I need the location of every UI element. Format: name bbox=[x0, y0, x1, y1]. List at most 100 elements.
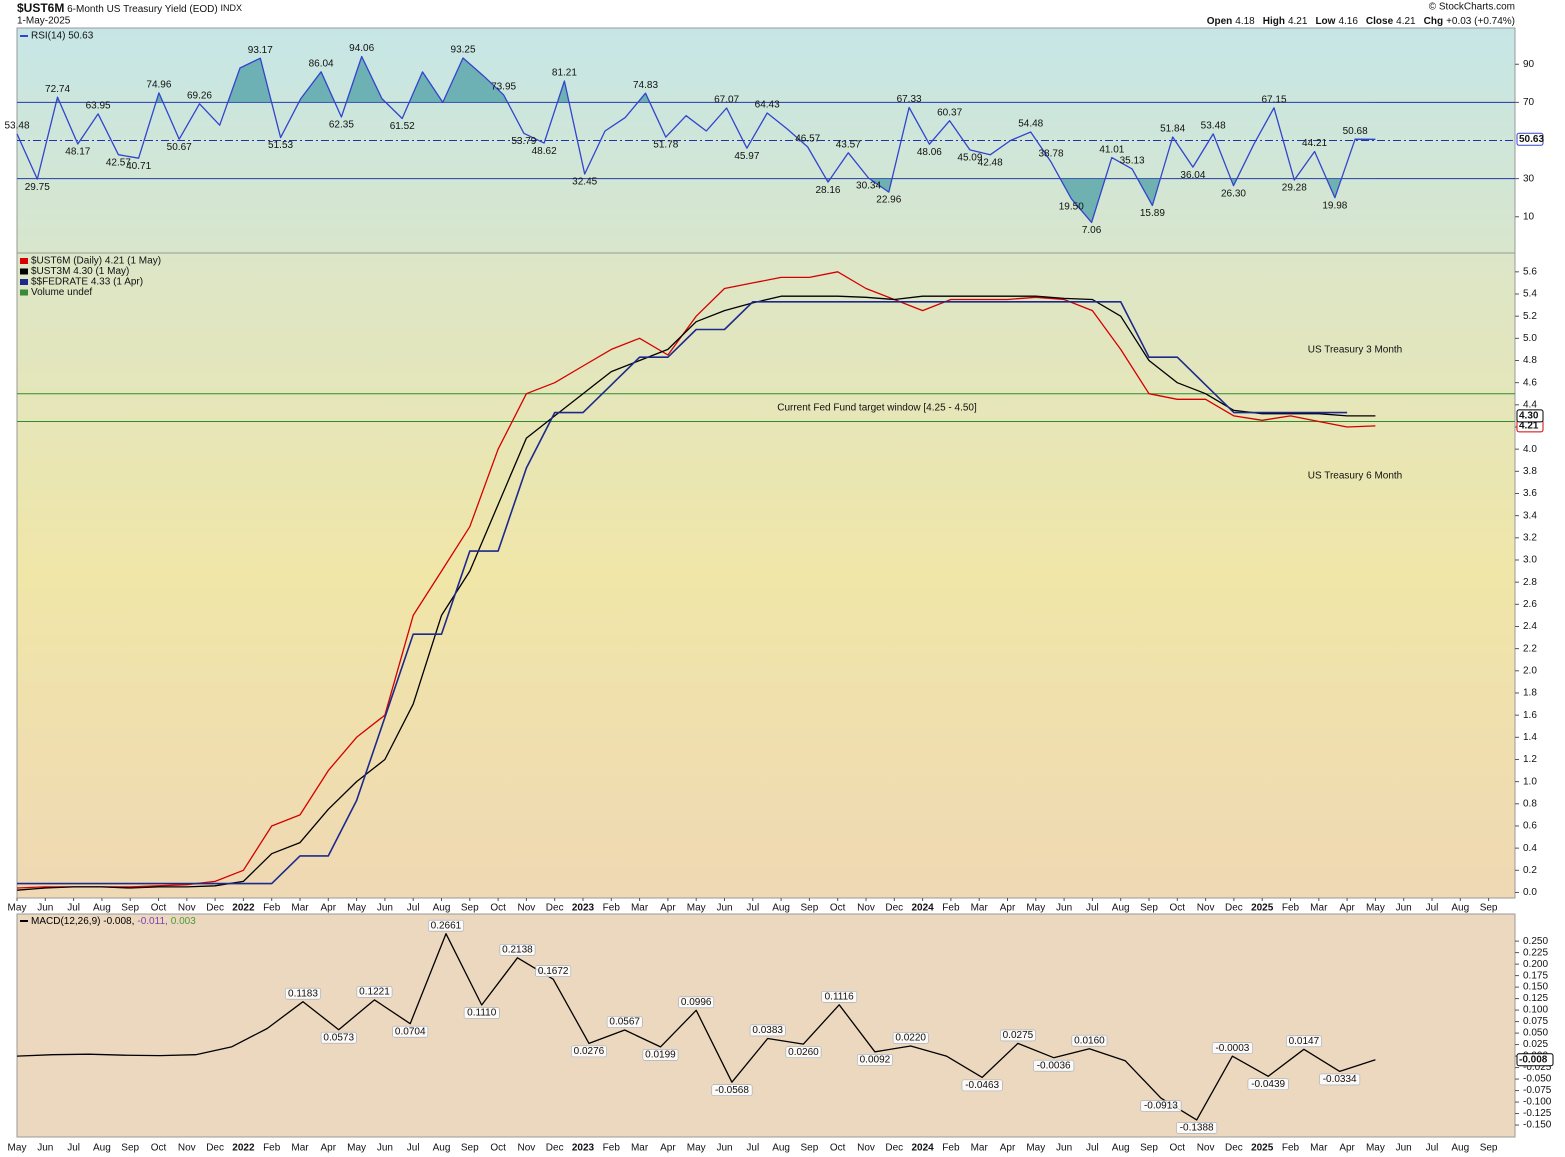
value-label-box bbox=[1211, 1042, 1253, 1055]
value-label-box bbox=[749, 1024, 786, 1037]
x-tick-label: Nov bbox=[1197, 1143, 1215, 1154]
y-tick-label: 5.2 bbox=[1523, 311, 1537, 322]
value-label: 19.50 bbox=[1059, 201, 1084, 212]
value-label: -0.0463 bbox=[965, 1080, 999, 1091]
value-label: 51.53 bbox=[268, 140, 293, 151]
legend-marker bbox=[20, 289, 28, 296]
y-tick-label: 0.4 bbox=[1523, 843, 1537, 854]
value-label: 0.0383 bbox=[752, 1025, 783, 1036]
value-label: 0.0260 bbox=[788, 1047, 819, 1058]
x-tick-label: Nov bbox=[178, 903, 196, 914]
x-tick-label: Oct bbox=[490, 1143, 506, 1154]
x-tick-label: Apr bbox=[321, 1143, 337, 1154]
x-tick-label: 2024 bbox=[911, 1143, 934, 1154]
value-label: 0.0996 bbox=[681, 997, 712, 1008]
x-tick-label: 2023 bbox=[572, 903, 595, 914]
value-label: 32.45 bbox=[572, 177, 597, 188]
y-tick-label: 2.8 bbox=[1523, 577, 1537, 588]
value-label-box bbox=[892, 1032, 929, 1044]
value-label: -0.0439 bbox=[1251, 1079, 1285, 1090]
value-label: 40.71 bbox=[126, 161, 151, 172]
x-tick-label: Apr bbox=[660, 1143, 676, 1154]
x-tick-label: Aug bbox=[1451, 1143, 1469, 1154]
y-tick-label: 5.0 bbox=[1523, 333, 1537, 344]
value-label-box bbox=[535, 965, 572, 977]
x-tick-label: Jul bbox=[1086, 1143, 1099, 1154]
x-tick-label: Dec bbox=[885, 1143, 903, 1154]
x-tick-label: May bbox=[347, 903, 366, 914]
quote: Open 4.18 High 4.21 Low 4.16 Close 4.21 Chg +0.03… bbox=[1207, 16, 1515, 27]
y-tick-label: 4.4 bbox=[1523, 399, 1537, 410]
y-tick-label: 3.6 bbox=[1523, 488, 1537, 499]
value-tag-label: -0.008 bbox=[1519, 1054, 1548, 1065]
x-tick-label: Mar bbox=[971, 903, 989, 914]
y-tick-label: 1.6 bbox=[1523, 710, 1537, 721]
legend-label: $UST6M (Daily) 4.21 (1 May) bbox=[31, 256, 161, 267]
value-label: 0.0199 bbox=[645, 1050, 676, 1061]
y-tick-label: 1.2 bbox=[1523, 754, 1537, 765]
x-tick-label: May bbox=[8, 1143, 27, 1154]
value-label: 53.79 bbox=[511, 136, 536, 147]
x-tick-label: Dec bbox=[546, 903, 564, 914]
annotation: US Treasury 6 Month bbox=[1308, 471, 1402, 482]
value-label: 0.1110 bbox=[467, 1008, 497, 1019]
y-tick-label: -0.050 bbox=[1523, 1074, 1552, 1085]
x-tick-label: Dec bbox=[1225, 1143, 1243, 1154]
value-label-box bbox=[1247, 1078, 1289, 1091]
y-tick-label: 0.6 bbox=[1523, 821, 1537, 832]
x-tick-label: Feb bbox=[1282, 1143, 1300, 1154]
value-label-box bbox=[499, 943, 536, 956]
y-tick-label: -0.075 bbox=[1523, 1085, 1552, 1096]
x-tick-label: Feb bbox=[263, 903, 281, 914]
value-tag-label: 4.30 bbox=[1519, 411, 1539, 422]
x-tick-label: Mar bbox=[971, 1143, 989, 1154]
x-tick-label: Jul bbox=[746, 903, 759, 914]
x-tick-label: Dec bbox=[546, 1143, 564, 1154]
value-label: 64.43 bbox=[755, 100, 780, 111]
y-tick-label: 10 bbox=[1523, 211, 1535, 222]
x-tick-label: May bbox=[1366, 1143, 1385, 1154]
x-tick-label: Apr bbox=[1000, 1143, 1016, 1154]
series-line bbox=[16, 55, 1376, 224]
legend-label: Volume undef bbox=[31, 287, 92, 298]
x-tick-label: Oct bbox=[151, 1143, 167, 1154]
x-tick-label: Aug bbox=[93, 1143, 111, 1154]
value-label-box bbox=[1286, 1035, 1322, 1048]
x-tick-label: Nov bbox=[518, 903, 536, 914]
series-line bbox=[16, 933, 1376, 1121]
y-tick-label: 5.4 bbox=[1523, 289, 1537, 300]
y-tick-label: 2.0 bbox=[1523, 665, 1537, 676]
series-line bbox=[16, 295, 1376, 891]
value-label-box bbox=[642, 1049, 679, 1061]
credit: © StockCharts.com bbox=[1429, 2, 1515, 13]
x-tick-label: Jun bbox=[37, 1143, 53, 1154]
value-label-box bbox=[1140, 1100, 1182, 1112]
value-label: 35.13 bbox=[1120, 155, 1145, 166]
x-tick-label: Mar bbox=[1310, 1143, 1328, 1154]
value-label: -0.1388 bbox=[1180, 1123, 1214, 1134]
value-label: 67.33 bbox=[897, 94, 922, 105]
x-tick-label: Nov bbox=[857, 1143, 875, 1154]
value-label-box bbox=[285, 987, 321, 1000]
x-tick-label: Jul bbox=[407, 903, 420, 914]
x-tick-label: Feb bbox=[603, 1143, 621, 1154]
y-tick-label: 90 bbox=[1523, 59, 1535, 70]
value-label: -0.0003 bbox=[1215, 1043, 1249, 1054]
x-tick-label: Oct bbox=[1170, 1143, 1186, 1154]
y-tick-label: 70 bbox=[1523, 97, 1535, 108]
y-tick-label: 3.2 bbox=[1523, 532, 1537, 543]
x-tick-label: Dec bbox=[206, 1143, 224, 1154]
x-tick-label: Sep bbox=[1140, 1143, 1158, 1154]
y-tick-label: 0.8 bbox=[1523, 798, 1537, 809]
header-title: $UST6M 6-Month US Treasury Yield (EOD) I… bbox=[17, 1, 242, 15]
value-label: 36.04 bbox=[1180, 170, 1205, 181]
x-tick-label: Jul bbox=[1086, 903, 1099, 914]
x-tick-label: Sep bbox=[801, 1143, 819, 1154]
y-tick-label: 2.6 bbox=[1523, 599, 1537, 610]
x-tick-label: Oct bbox=[490, 903, 506, 914]
value-label: 0.2138 bbox=[502, 944, 533, 955]
value-label-box bbox=[1176, 1122, 1218, 1134]
value-label-box bbox=[606, 1016, 643, 1028]
x-tick-label: Aug bbox=[1451, 903, 1469, 914]
